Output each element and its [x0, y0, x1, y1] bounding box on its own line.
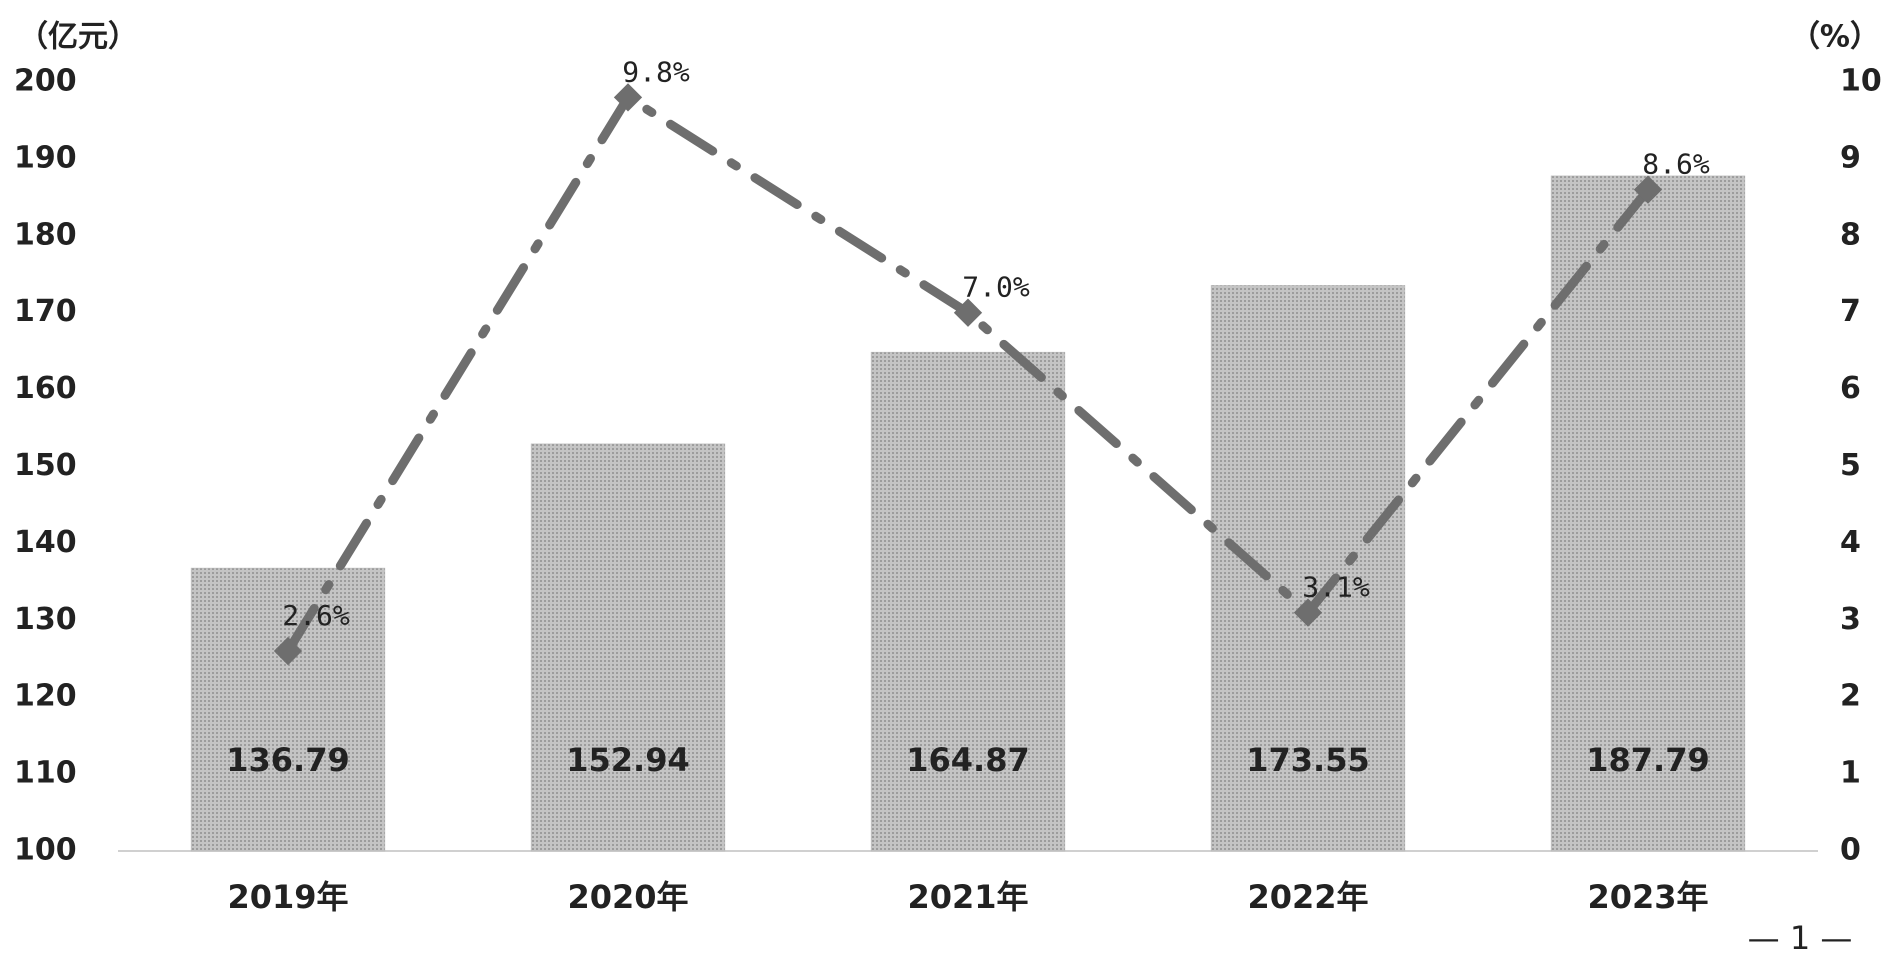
y-tick-label: 130: [14, 602, 77, 637]
bar: [1550, 175, 1746, 852]
y-tick-label: 140: [14, 525, 77, 560]
line-value-label: 2.6%: [282, 599, 350, 632]
x-tick-label: 2023年: [1587, 878, 1708, 916]
line-value-label: 3.1%: [1302, 571, 1370, 604]
bar: [870, 351, 1066, 852]
y2-tick-label: 8: [1840, 217, 1861, 252]
y-tick-label: 200: [14, 64, 77, 99]
x-tick-label: 2022年: [1247, 878, 1368, 916]
line-value-label: 7.0%: [962, 271, 1030, 304]
y-tick-label: 170: [14, 294, 77, 329]
bar-value-label: 187.79: [1586, 741, 1709, 779]
y-tick-label: 180: [14, 217, 77, 252]
y2-tick-label: 7: [1840, 294, 1861, 329]
x-tick-label: 2021年: [907, 878, 1028, 916]
line-value-label: 8.6%: [1642, 148, 1710, 181]
y-tick-label: 100: [14, 833, 77, 868]
bar-value-label: 164.87: [906, 741, 1029, 779]
y2-tick-label: 4: [1840, 525, 1861, 560]
bar: [530, 443, 726, 852]
line-value-label: 9.8%: [622, 55, 690, 88]
bar: [190, 567, 386, 852]
bar-value-label: 173.55: [1246, 741, 1369, 779]
bar-value-label: 136.79: [226, 741, 349, 779]
y2-tick-label: 5: [1840, 448, 1861, 483]
y2-tick-label: 0: [1840, 833, 1861, 868]
y2-tick-label: 9: [1840, 140, 1861, 175]
y-axis-label: （亿元）: [18, 20, 138, 55]
y2-axis-label: （%）: [1790, 20, 1880, 55]
bar: [1210, 285, 1406, 852]
page-number: — 1 —: [1748, 919, 1853, 957]
y-tick-label: 160: [14, 371, 77, 406]
y2-tick-label: 2: [1840, 679, 1861, 714]
y-tick-label: 120: [14, 679, 77, 714]
x-tick-label: 2019年: [227, 878, 348, 916]
y2-tick-label: 10: [1840, 64, 1882, 99]
line-marker: [613, 83, 643, 112]
x-tick-label: 2020年: [567, 878, 688, 916]
line-marker: [1633, 175, 1663, 204]
line-marker: [953, 298, 983, 327]
bar-value-label: 152.94: [566, 741, 689, 779]
line-marker: [1293, 598, 1323, 627]
y2-tick-label: 1: [1840, 756, 1861, 791]
y2-tick-label: 3: [1840, 602, 1861, 637]
y-tick-label: 150: [14, 448, 77, 483]
line-marker: [273, 636, 303, 666]
y-tick-label: 110: [14, 756, 77, 791]
y-tick-label: 190: [14, 140, 77, 175]
y2-tick-label: 6: [1840, 371, 1861, 406]
